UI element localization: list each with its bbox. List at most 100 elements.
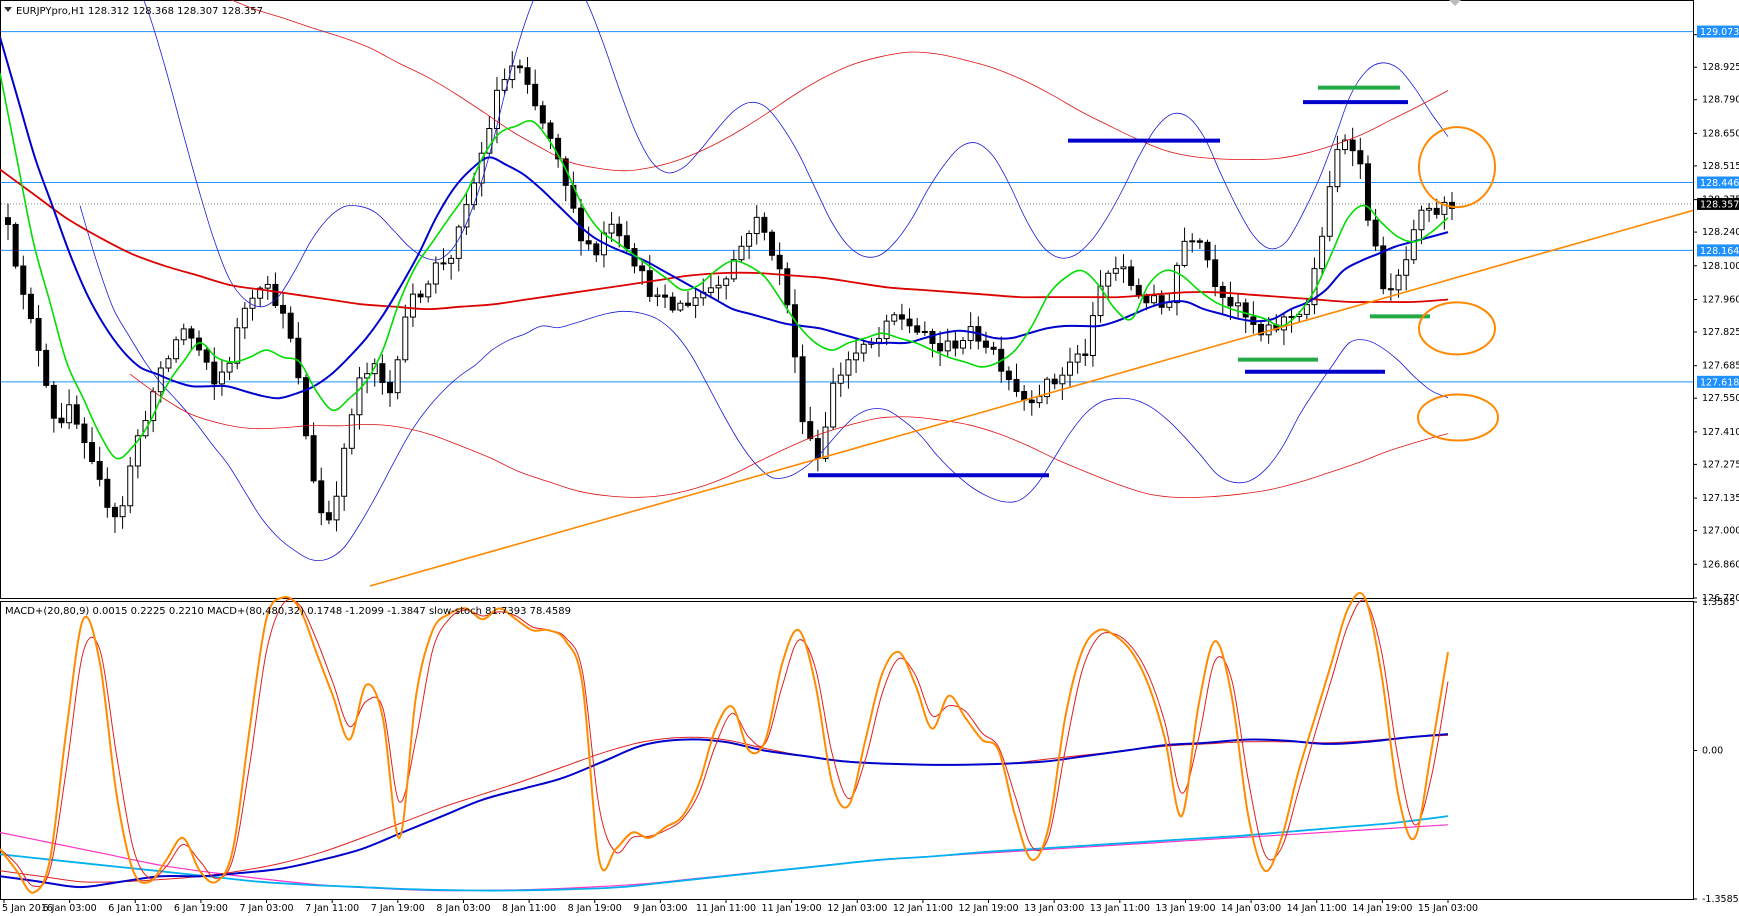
candle-bear — [1204, 241, 1211, 261]
time-tick-label: 14 Jan 03:00 — [1221, 903, 1281, 914]
candle-bull — [1059, 374, 1066, 385]
candle-bear — [310, 435, 317, 482]
candle-bull — [1403, 259, 1410, 276]
time-tick-label: 12 Jan 03:00 — [827, 903, 887, 914]
candle-bull — [677, 302, 684, 311]
candle-bear — [20, 265, 27, 295]
level-price-tag-label: 129.073 — [1700, 27, 1739, 38]
price-tick-label: 127.825 — [1702, 327, 1739, 338]
candle-bull — [119, 505, 126, 518]
candle-bull — [1044, 378, 1051, 398]
candle-bear — [5, 217, 11, 225]
candle-bear — [662, 294, 669, 298]
candle-bull — [960, 340, 967, 349]
candle-bear — [539, 105, 546, 124]
candle-bull — [157, 367, 164, 393]
candle-bear — [387, 382, 394, 394]
time-tick-label: 11 Jan 11:00 — [696, 903, 756, 914]
candle-bull — [394, 359, 401, 394]
candle-bull — [707, 287, 714, 293]
time-tick-label: 8 Jan 03:00 — [436, 903, 490, 914]
candle-bull — [837, 374, 844, 384]
candle-bear — [440, 262, 447, 265]
candle-bull — [1288, 315, 1295, 318]
candle-bear — [952, 340, 959, 349]
candle-bear — [1227, 296, 1234, 307]
candle-bear — [616, 223, 623, 237]
candle-bear — [1372, 219, 1379, 247]
candle-bull — [478, 152, 485, 184]
candle-bear — [784, 268, 791, 306]
candle-bear — [1028, 399, 1035, 404]
price-tick-label: 127.275 — [1702, 459, 1739, 470]
candle-bull — [853, 352, 860, 361]
time-tick-label: 14 Jan 11:00 — [1287, 903, 1347, 914]
candle-bear — [27, 293, 34, 320]
candle-bull — [1395, 274, 1402, 291]
candle-bear — [1128, 266, 1135, 286]
candle-bull — [738, 245, 745, 261]
time-tick-label: 15 Jan 03:00 — [1418, 903, 1478, 914]
candle-bull — [127, 465, 134, 507]
candle-bear — [318, 480, 325, 514]
indicator-header: MACD+(20,80,9) 0.0015 0.2225 0.2210 MACD… — [5, 606, 571, 617]
candle-bear — [547, 122, 554, 139]
indicator-tick-label: 0.00 — [1702, 746, 1723, 757]
stochastic-main-line — [0, 592, 1449, 894]
candle-bull — [1166, 302, 1173, 308]
candle-bull — [1181, 240, 1188, 266]
candle-bear — [807, 421, 814, 440]
candle-bull — [1089, 315, 1096, 356]
candle-bear — [623, 235, 630, 250]
time-tick-label: 13 Jan 19:00 — [1155, 903, 1215, 914]
candle-bear — [555, 137, 562, 160]
price-tick-label: 128.925 — [1702, 62, 1739, 73]
candle-bull — [165, 358, 172, 369]
candle-bull — [1441, 201, 1448, 215]
time-tick-label: 14 Jan 19:00 — [1352, 903, 1412, 914]
candle-bear — [1196, 240, 1203, 243]
candle-bull — [409, 293, 416, 318]
candle-bull — [402, 316, 409, 361]
price-tick-label: 127.135 — [1702, 493, 1739, 504]
candle-bear — [684, 302, 691, 306]
candle-bull — [692, 297, 699, 306]
candle-bear — [1005, 370, 1012, 380]
candle-bull — [1426, 207, 1433, 211]
fast-macd-line — [0, 733, 1449, 889]
candle-bull — [944, 340, 951, 352]
candle-bear — [1212, 259, 1219, 288]
candle-bear — [1387, 288, 1394, 291]
candle-bear — [1013, 378, 1020, 393]
candle-bear — [646, 270, 653, 297]
candle-bull — [234, 327, 241, 364]
candle-bull — [746, 233, 753, 247]
candle-bull — [218, 371, 225, 385]
symbol-dropdown-icon[interactable] — [4, 7, 12, 12]
time-tick-label: 7 Jan 03:00 — [239, 903, 293, 914]
indicator-tick-label: 1.3585 — [1702, 597, 1735, 608]
indicator-axis: 1.3585 0.00 -1.3585 — [1693, 597, 1739, 905]
candle-bear — [761, 216, 768, 233]
candle-bear — [50, 384, 57, 419]
price-tick-label: 127.685 — [1702, 361, 1739, 372]
candle-bull — [1280, 316, 1287, 331]
price-tick-label: 128.790 — [1702, 95, 1739, 106]
candle-bear — [639, 265, 646, 272]
candle-bear — [1433, 207, 1440, 215]
slow-macd-line — [0, 815, 1449, 892]
candle-bull — [1418, 209, 1425, 231]
highlight-ellipse — [1417, 393, 1499, 442]
time-tick-label: 8 Jan 11:00 — [502, 903, 556, 914]
candle-bear — [302, 377, 309, 437]
candle-bear — [799, 356, 806, 423]
candle-bull — [730, 259, 737, 280]
candle-bull — [1173, 264, 1180, 304]
time-tick-label: 7 Jan 19:00 — [371, 903, 425, 914]
candle-bear — [203, 349, 210, 363]
price-tick-label: 127.550 — [1702, 393, 1739, 404]
indicator-tick-label: -1.3585 — [1702, 894, 1739, 905]
candle-bear — [532, 83, 539, 107]
price-tick-label: 128.515 — [1702, 161, 1739, 172]
candle-bull — [226, 362, 233, 373]
